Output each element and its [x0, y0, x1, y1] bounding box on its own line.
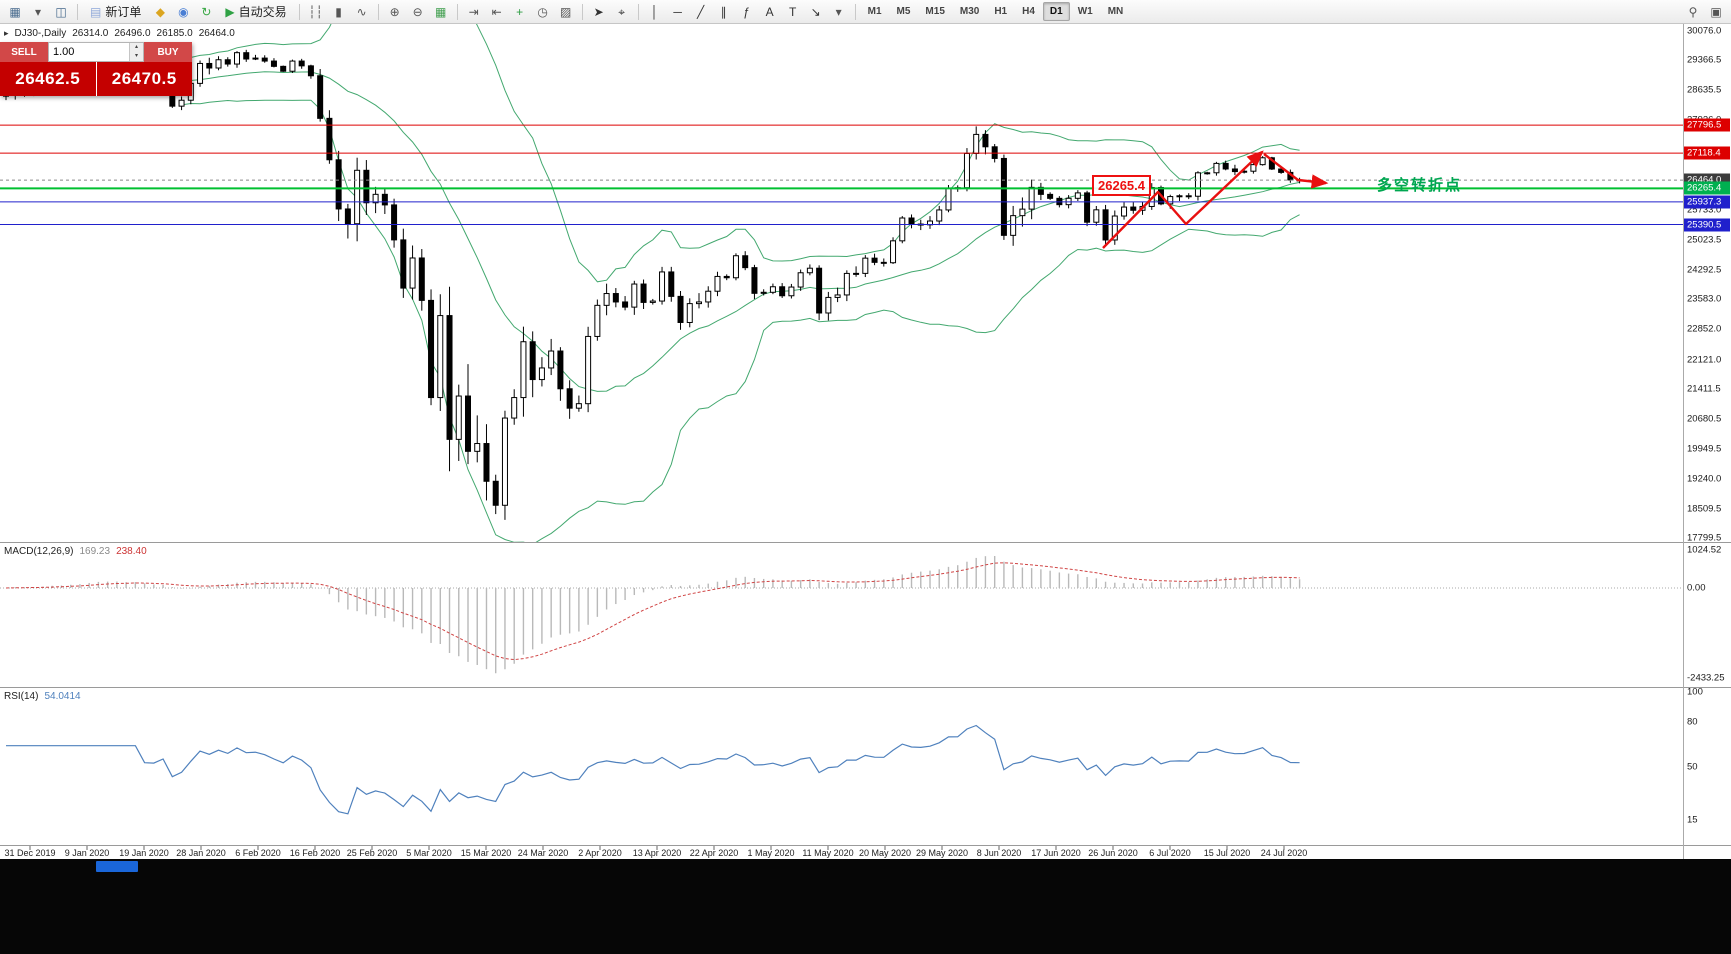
templates-icon[interactable]: ▨ — [559, 4, 572, 19]
buy-price-button[interactable]: 26470.5 — [96, 62, 192, 96]
timeframe-D1[interactable]: D1 — [1042, 2, 1070, 21]
bottom-bar — [0, 859, 1731, 954]
macd-signal-value: 238.40 — [116, 546, 147, 557]
crosshair-icon[interactable]: ⌖ — [618, 4, 625, 19]
label-icon[interactable]: T — [788, 4, 797, 19]
toolbar: ▦ ▾ ◫ ▤ 新订单 ◆ ◉ ↻ ▶ 自动交易 ┆┆ ▮ ∿ ⊕ ⊖ ▦ ⇥ ⇤ + ◷ ▨ ➤ ⌖ │ ─ ╱ ∥ ƒ A T ↘ ▾ M1… — [0, 0, 1731, 24]
bar-close-value: 26464.0 — [198, 28, 235, 39]
toolbar-separator — [377, 3, 379, 20]
toolbar-separator — [854, 3, 856, 20]
candlestick-chart-icon[interactable]: ▮ — [335, 4, 342, 19]
volume-input[interactable] — [49, 46, 129, 58]
toolbar-separator — [298, 3, 300, 20]
price-annotation-box[interactable]: 26265.4 — [1092, 175, 1151, 196]
tile-windows-icon[interactable]: ▦ — [434, 4, 447, 19]
toolbar-separator — [77, 3, 78, 20]
shapes-icon[interactable]: ↘ — [810, 4, 821, 19]
chart-symbol-period: DJ30-,Daily — [14, 28, 67, 39]
horizontal-line-icon[interactable]: ─ — [673, 4, 682, 19]
market-watch-icon[interactable]: ◆ — [155, 4, 165, 19]
bar-chart-icon[interactable]: ┆┆ — [308, 4, 323, 19]
volume-decrease-button[interactable]: ▾ — [130, 52, 143, 61]
rsi-value: 54.0414 — [44, 691, 81, 702]
timeframe-M1[interactable]: M1 — [867, 6, 882, 17]
volume-stepper: ▴ ▾ — [129, 43, 143, 61]
one-click-trading-toggle[interactable]: ▸ — [4, 28, 9, 38]
timeframe-W1[interactable]: W1 — [1077, 6, 1093, 17]
cursor-icon[interactable]: ➤ — [593, 4, 604, 19]
new-order-button-icon: ▤ — [90, 4, 102, 19]
refresh-icon[interactable]: ↻ — [201, 4, 212, 19]
macd-indicator-label: MACD(12,26,9) 169.23 238.40 — [4, 546, 147, 557]
new-chart-icon[interactable]: ▦ — [9, 4, 21, 19]
sell-button[interactable]: SELL — [0, 42, 48, 62]
toolbar-separator — [637, 3, 639, 20]
autotrading-button-icon: ▶ — [225, 4, 235, 19]
chart-title: ▸ DJ30-,Daily 26314.0 26496.0 26185.0 26… — [4, 28, 235, 39]
bar-high-value: 26496.0 — [114, 28, 151, 39]
line-chart-icon[interactable]: ∿ — [356, 4, 367, 19]
rsi-indicator-label: RSI(14) 54.0414 — [4, 691, 81, 702]
toolbar-separator — [581, 3, 583, 20]
zoom-out-icon[interactable]: ⊖ — [412, 4, 423, 19]
bottom-bar-item-active[interactable] — [96, 861, 138, 872]
chart-list-dropdown-icon[interactable]: ▾ — [34, 4, 42, 19]
volume-increase-button[interactable]: ▴ — [130, 43, 143, 52]
auto-scroll-icon[interactable]: ⇥ — [468, 4, 479, 19]
zoom-in-icon[interactable]: ⊕ — [389, 4, 400, 19]
channel-icon[interactable]: ∥ — [720, 4, 727, 19]
new-order-button[interactable]: ▤ 新订单 — [83, 1, 148, 23]
one-click-trading-panel: SELL ▴ ▾ BUY 26462.5 26470.5 — [0, 42, 192, 96]
buy-button[interactable]: BUY — [144, 42, 192, 62]
vertical-line-icon[interactable]: │ — [650, 4, 659, 19]
profiles-icon[interactable]: ◫ — [55, 4, 67, 19]
navigator-icon[interactable]: ◉ — [178, 4, 189, 19]
window-icon[interactable]: ▣ — [1710, 4, 1722, 19]
macd-main-value: 169.23 — [79, 546, 111, 557]
fibonacci-icon[interactable]: ƒ — [743, 4, 750, 19]
timeframe-H4[interactable]: H4 — [1022, 6, 1035, 17]
timeframe-H1[interactable]: H1 — [994, 6, 1008, 17]
timeframe-MN[interactable]: MN — [1107, 6, 1124, 17]
sell-price-button[interactable]: 26462.5 — [0, 62, 96, 96]
timeframe-M15[interactable]: M15 — [925, 6, 945, 17]
toolbar-separator — [456, 3, 458, 20]
volume-field: ▴ ▾ — [48, 42, 144, 62]
add-indicator-icon[interactable]: + — [516, 4, 524, 19]
autotrading-button-label: 自动交易 — [238, 5, 287, 19]
macd-name: MACD(12,26,9) — [4, 546, 74, 557]
turning-point-annotation[interactable]: 多空转折点 — [1377, 177, 1463, 194]
bar-open-value: 26314.0 — [72, 28, 109, 39]
timeframe-M5[interactable]: M5 — [896, 6, 911, 17]
timeframe-M30[interactable]: M30 — [959, 6, 980, 17]
rsi-name: RSI(14) — [4, 691, 39, 702]
autotrading-button[interactable]: ▶ 自动交易 — [218, 1, 293, 23]
trendline-icon[interactable]: ╱ — [696, 4, 705, 19]
shapes-dropdown-icon[interactable]: ▾ — [835, 4, 842, 19]
periods-icon[interactable]: ◷ — [537, 4, 548, 19]
chart-shift-icon[interactable]: ⇤ — [491, 4, 502, 19]
text-icon[interactable]: A — [765, 4, 774, 19]
bar-low-value: 26185.0 — [156, 28, 193, 39]
new-order-button-label: 新订单 — [105, 5, 142, 19]
search-icon[interactable]: ⚲ — [1688, 4, 1698, 19]
